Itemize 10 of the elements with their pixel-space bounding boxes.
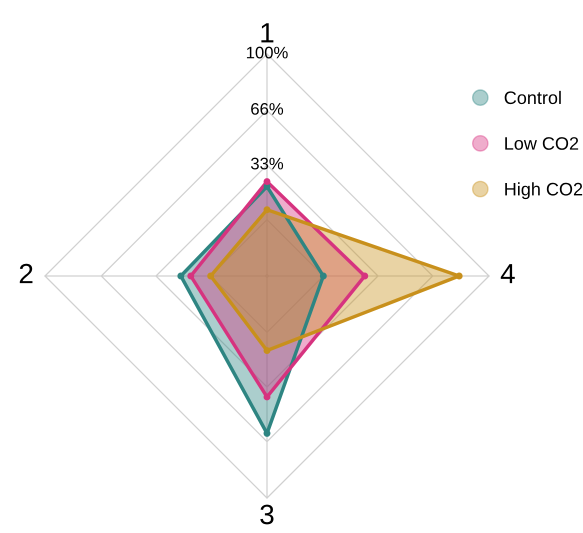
spoke-label: 1 xyxy=(261,23,274,42)
y-tick-label: 33% xyxy=(250,158,284,170)
y-tick-label: 66% xyxy=(251,103,284,115)
legend-label: High CO2 xyxy=(505,182,582,200)
spoke-label: 2 xyxy=(20,264,32,284)
y-tick-label: 100% xyxy=(246,46,288,58)
spoke-label: 3 xyxy=(260,504,274,524)
legend-label: Control xyxy=(504,90,561,104)
legend-label: Low CO2 xyxy=(505,137,578,150)
spoke-label: 4 xyxy=(500,264,515,284)
